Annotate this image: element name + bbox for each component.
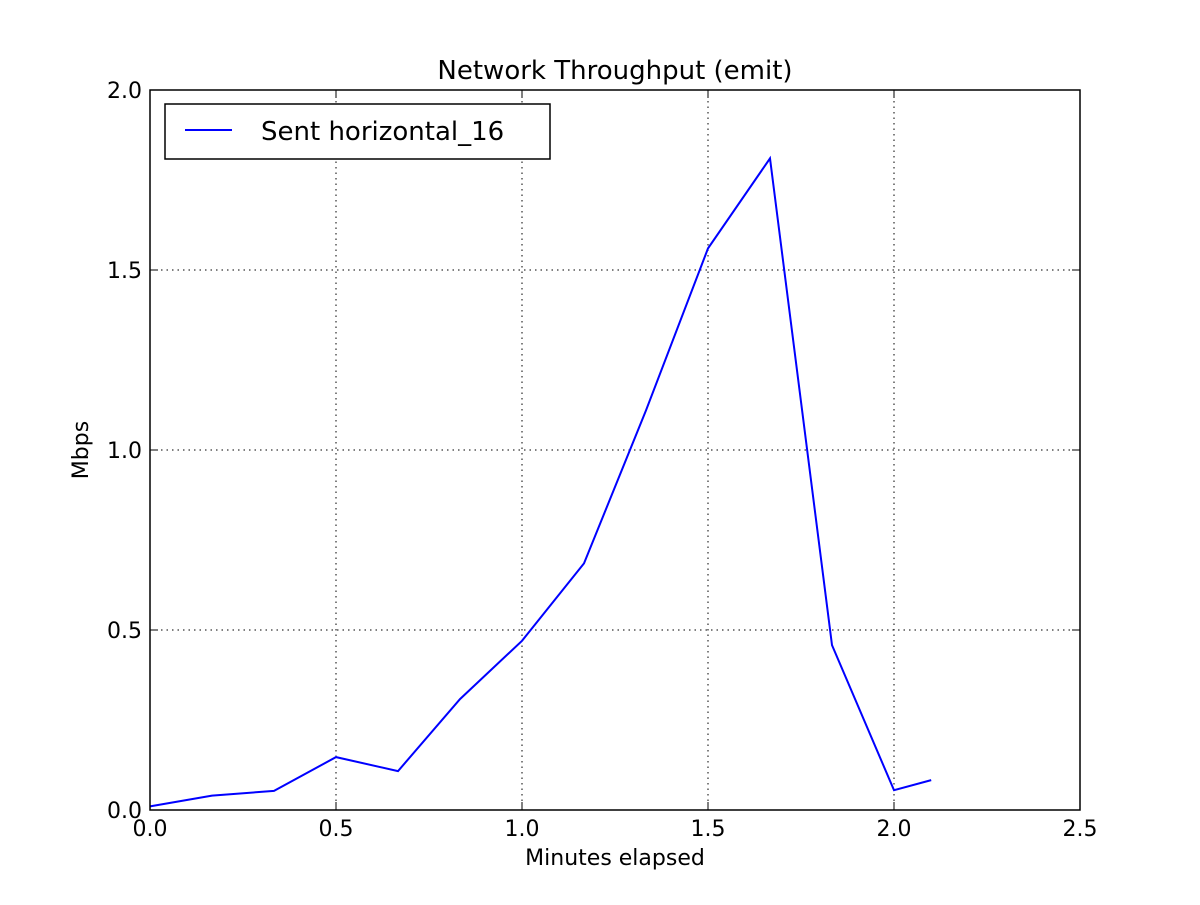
x-tick-label: 1.5	[691, 817, 726, 842]
legend: Sent horizontal_16	[164, 103, 551, 160]
y-tick-label: 2.0	[107, 79, 142, 104]
y-tick-label: 1.0	[107, 439, 142, 464]
series-layer	[149, 155, 932, 808]
chart-title: Network Throughput (emit)	[437, 56, 792, 86]
tick-layer: 0.0 0.5 1.0 1.5 2.0 2.5 0.0 0.5 1.0 1.5 2.0	[107, 79, 1098, 842]
series-line	[149, 155, 932, 808]
legend-label: Sent horizontal_16	[261, 117, 504, 147]
legend-box	[164, 103, 551, 160]
x-tick-label: 2.0	[877, 817, 912, 842]
x-tick-label: 2.5	[1063, 817, 1098, 842]
x-tick-label: 0.5	[319, 817, 354, 842]
y-tick-label: 0.0	[107, 799, 142, 824]
grid-layer	[150, 90, 1080, 810]
x-axis-label: Minutes elapsed	[525, 846, 705, 871]
y-tick-label: 0.5	[107, 619, 142, 644]
y-tick-label: 1.5	[107, 259, 142, 284]
x-tick-label: 1.0	[505, 817, 540, 842]
y-axis-label: Mbps	[69, 421, 94, 479]
x-tick-label: 0.0	[133, 817, 168, 842]
